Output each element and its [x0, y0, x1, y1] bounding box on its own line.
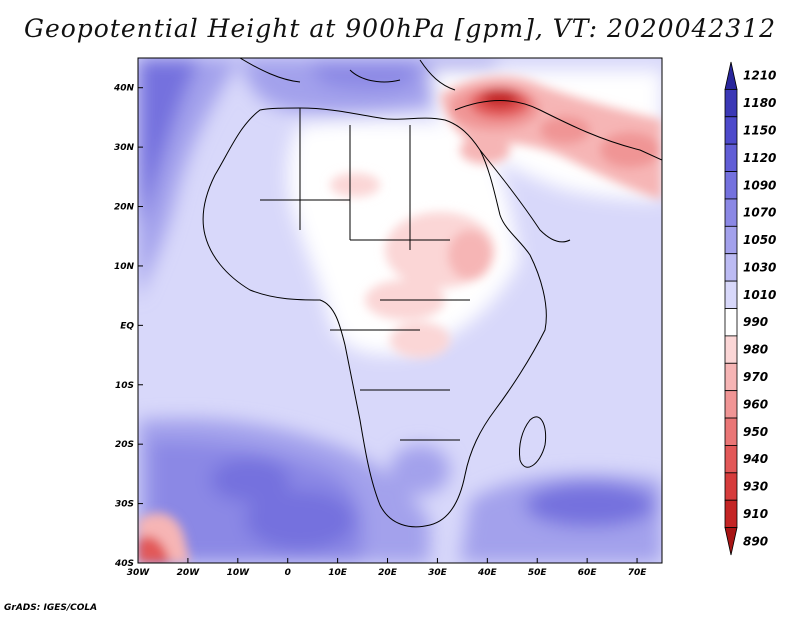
lat-tick-label: EQ [120, 321, 134, 331]
colorbar-label: 1180 [743, 96, 776, 110]
colorbar-label: 960 [743, 397, 768, 411]
colorbar-swatch [724, 390, 738, 419]
colorbar-label: 890 [743, 534, 768, 548]
lon-tick-label: 20W [177, 568, 201, 578]
lat-tick-label: 40N [113, 84, 135, 94]
lon-tick-label: 40E [477, 568, 498, 578]
lon-tick-label: 70E [628, 568, 648, 578]
colorbar-label: 1120 [743, 151, 776, 165]
colorbar-label: 1030 [743, 260, 776, 274]
colorbar-swatch [724, 171, 738, 200]
colorbar-swatch [724, 116, 738, 145]
colorbar-label: 930 [743, 480, 768, 494]
coastlines [202, 58, 662, 528]
lon-tick-label: 50E [528, 568, 548, 578]
lon-tick-label: 10W [227, 568, 251, 578]
colorbar-swatch [724, 417, 738, 446]
colorbar-label: 970 [743, 370, 768, 384]
lon-tick-label: 0 [285, 568, 291, 578]
lat-tick-label: 10N [114, 262, 135, 272]
colorbar-swatch [724, 198, 738, 227]
colorbar-swatch [724, 499, 738, 529]
colorbar-swatch [724, 445, 738, 474]
colorbar-label: 1150 [743, 123, 776, 137]
lat-tick-label: 30S [115, 500, 134, 510]
longitude-axis: 30W 20W 10W 0 10E 20E 30E 40E 50E 60E 70E [127, 558, 647, 578]
colorbar-swatch [724, 280, 738, 309]
colorbar-swatch [724, 527, 738, 556]
lon-tick-label: 10E [328, 568, 348, 578]
lat-tick-label: 10S [115, 381, 134, 391]
colorbar-swatch [724, 225, 738, 255]
colorbar: 1210 1180 1150 1120 1090 1070 1050 1030 1010 990 9… [724, 61, 776, 556]
height-field [138, 58, 662, 563]
latitude-axis: 40N 30N 20N 10N EQ 10S 20S 30S 40S [113, 84, 143, 569]
colorbar-label: 940 [743, 452, 768, 466]
lat-tick-label: 20S [115, 440, 134, 450]
lat-tick-label: 20N [114, 203, 135, 213]
colorbar-swatch [724, 472, 738, 501]
lon-tick-label: 60E [578, 568, 598, 578]
colorbar-label: 1070 [743, 206, 776, 220]
lon-tick-label: 30E [428, 568, 448, 578]
colorbar-swatch [724, 362, 738, 392]
colorbar-swatch [724, 308, 738, 337]
lon-tick-label: 20E [378, 568, 398, 578]
plot-frame [137, 57, 663, 564]
colorbar-label: 950 [743, 425, 768, 439]
colorbar-swatch [724, 143, 738, 172]
map-title: Geopotential Height at 900hPa [gpm], VT:… [23, 14, 777, 43]
colorbar-label: 1050 [743, 233, 776, 247]
lat-tick-label: 30N [114, 143, 135, 153]
colorbar-label: 980 [743, 343, 768, 357]
lat-tick-label: 40S [114, 559, 134, 569]
lon-tick-label: 30W [127, 568, 151, 578]
colorbar-swatch [724, 88, 738, 118]
colorbar-swatch [724, 335, 738, 364]
colorbar-swatch [724, 253, 738, 282]
grads-credit: GrADS: IGES/COLA [4, 603, 98, 613]
colorbar-label: 1090 [743, 178, 776, 192]
colorbar-label: 1010 [743, 288, 776, 302]
colorbar-label: 910 [743, 507, 768, 521]
colorbar-swatch [724, 61, 738, 90]
colorbar-label: 990 [743, 315, 768, 329]
colorbar-label: 1210 [743, 69, 776, 83]
